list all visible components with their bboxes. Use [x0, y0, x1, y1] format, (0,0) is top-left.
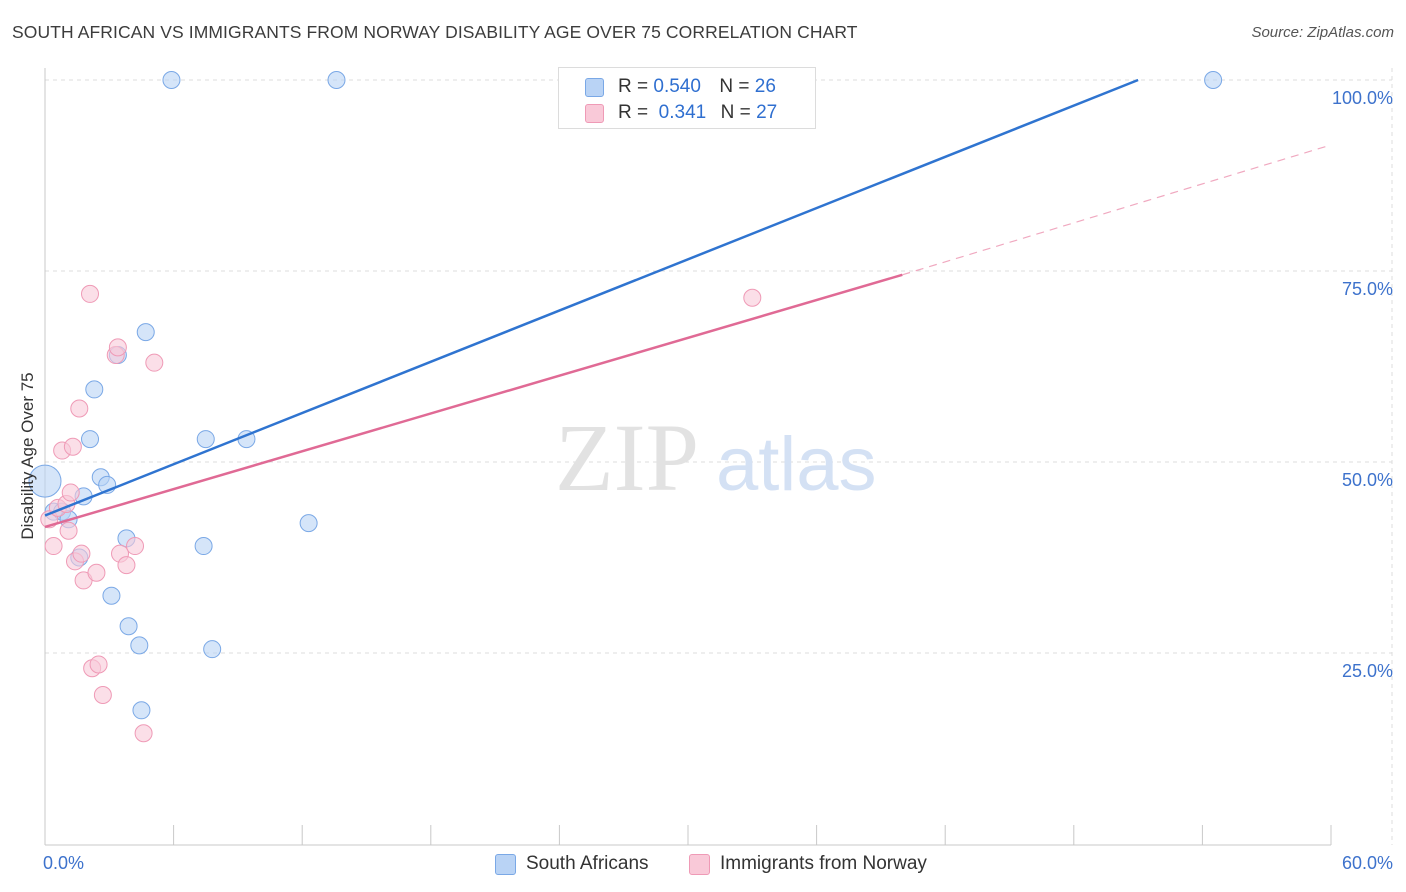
- x-tick-label: 60.0%: [1342, 853, 1393, 873]
- point-norway: [61, 483, 80, 502]
- point-norway: [145, 353, 164, 372]
- y-tick-label: 25.0%: [1342, 661, 1393, 681]
- legend-row-norway: R = 0.341 N = 27: [585, 100, 777, 126]
- legend-swatch-pink: [689, 853, 710, 875]
- point-norway: [93, 686, 112, 705]
- point-south-africans: [196, 430, 215, 449]
- point-south-africans: [132, 701, 151, 720]
- point-norway: [108, 338, 127, 357]
- point-south-africans: [85, 380, 104, 399]
- point-south-africans: [299, 514, 318, 533]
- chart-title: SOUTH AFRICAN VS IMMIGRANTS FROM NORWAY …: [12, 22, 858, 42]
- y-tick-label: 50.0%: [1342, 470, 1393, 490]
- n-label: N =: [720, 102, 751, 123]
- point-norway: [44, 537, 63, 556]
- point-norway: [126, 537, 145, 556]
- bottom-legend-norway: Immigrants from Norway: [689, 852, 927, 876]
- watermark-zip: ZIP: [555, 404, 699, 511]
- point-south-africans: [162, 71, 181, 89]
- point-south-africans: [1204, 71, 1223, 89]
- point-south-africans: [194, 537, 213, 556]
- y-tick-label: 75.0%: [1342, 279, 1393, 299]
- point-south-africans: [102, 586, 121, 605]
- point-norway: [70, 399, 89, 418]
- point-norway: [81, 284, 100, 303]
- axis-labels: 25.0% 50.0% 75.0% 100.0% 0.0% 60.0%: [43, 88, 1393, 873]
- x-tick-label: 0.0%: [43, 853, 84, 873]
- axes: [44, 68, 1332, 846]
- source-label: Source: ZipAtlas.com: [1251, 24, 1394, 41]
- r-label: R =: [618, 102, 649, 123]
- legend-swatch-blue: [585, 77, 604, 97]
- point-south-africans: [327, 71, 346, 89]
- y-tick-label: 100.0%: [1332, 88, 1393, 108]
- n-value: 26: [754, 76, 776, 97]
- point-norway: [117, 556, 136, 575]
- point-norway: [72, 544, 91, 563]
- n-label: N =: [719, 76, 750, 97]
- point-norway: [87, 563, 106, 582]
- point-norway: [63, 437, 82, 456]
- point-south-africans: [130, 636, 149, 655]
- trend-line-norway: [44, 273, 903, 529]
- r-label: R =: [618, 76, 649, 97]
- r-value: 0.341: [658, 102, 707, 123]
- r-value: 0.540: [653, 76, 701, 97]
- point-south-africans: [119, 617, 138, 636]
- point-south-africans: [81, 430, 100, 449]
- point-norway: [134, 724, 153, 743]
- y-axis-label: Disability Age Over 75: [18, 372, 37, 539]
- series-name: South Africans: [526, 853, 649, 874]
- correlation-legend: R = 0.540 N = 26 R = 0.341 N = 27: [558, 67, 816, 129]
- trend-lines: [44, 78, 1332, 529]
- point-south-africans: [136, 323, 155, 342]
- point-south-africans: [203, 640, 222, 659]
- data-points: [28, 71, 1223, 743]
- trend-extension-norway: [902, 144, 1332, 276]
- point-norway: [743, 288, 762, 307]
- legend-row-south-africans: R = 0.540 N = 26: [585, 74, 776, 100]
- point-norway: [59, 521, 78, 540]
- point-south-africans: [28, 464, 62, 498]
- n-value: 27: [756, 102, 778, 123]
- series-name: Immigrants from Norway: [720, 853, 927, 874]
- legend-swatch-blue: [495, 853, 516, 875]
- watermark-atlas: atlas: [716, 422, 877, 507]
- bottom-legend-south-africans: South Africans: [495, 852, 649, 876]
- trend-line-south-africans: [44, 78, 1139, 517]
- legend-swatch-pink: [585, 103, 604, 123]
- point-norway: [89, 655, 108, 674]
